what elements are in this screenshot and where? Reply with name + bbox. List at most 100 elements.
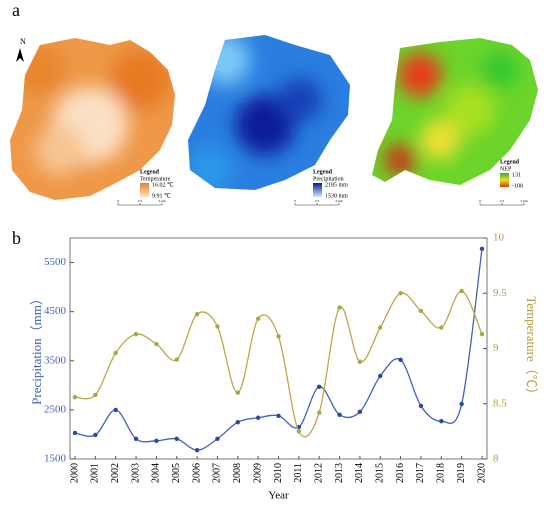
x-tick-label: 2016 (395, 463, 406, 483)
series-marker (459, 288, 464, 294)
legend-high: 131 (512, 172, 521, 178)
y-tick-label: 3500 (44, 354, 67, 366)
series-marker (317, 410, 322, 415)
x-tick-label: 2012 (313, 463, 324, 483)
series-marker (357, 359, 363, 364)
legend-title: Legend (313, 169, 333, 175)
x-tick-label: 2009 (252, 463, 263, 483)
series-marker (439, 325, 444, 330)
series-marker (194, 312, 200, 317)
series-marker (93, 392, 98, 398)
series-marker (378, 325, 383, 330)
x-tick-label: 2013 (334, 463, 345, 483)
x-tick-label: 2004 (151, 463, 162, 483)
plot-frame (69, 237, 488, 460)
scale-label: 0 (117, 199, 119, 203)
series-marker (439, 418, 444, 424)
series-marker (154, 438, 159, 444)
series-marker (235, 419, 240, 425)
series-marker (479, 331, 485, 337)
scale-label: 2.5 (315, 199, 320, 203)
series-marker (72, 430, 78, 436)
y-tick-label: 2500 (44, 403, 67, 415)
temperature-map (10, 38, 175, 200)
y-tick-label: 1500 (44, 453, 67, 465)
series-marker (337, 412, 342, 417)
x-tick-label: 2005 (171, 463, 182, 483)
series-marker (276, 413, 281, 418)
nep-map (372, 38, 538, 185)
y2-tick-label: 8 (493, 453, 499, 465)
series-marker (235, 390, 240, 395)
series-marker (357, 409, 363, 415)
scale-label: 2.5 (500, 199, 505, 203)
scale-label: 0 (479, 199, 481, 203)
x-tick-label: 2019 (456, 463, 467, 483)
scale-label: 2.5 (138, 199, 143, 203)
y2-tick-label: 8.5 (493, 397, 507, 409)
series-marker (337, 305, 342, 310)
legend-low: 1530 mm (325, 193, 348, 199)
series-marker (479, 246, 485, 252)
y2-axis-label: Temperature（℃） (524, 296, 539, 401)
scale-label: 5 km (158, 199, 165, 203)
y-tick-label: 4500 (44, 305, 67, 317)
series-marker (255, 415, 261, 420)
x-tick-label: 2006 (191, 463, 202, 483)
legend-high: 2185 mm (325, 182, 348, 188)
x-tick-label: 2017 (415, 463, 426, 483)
series-marker (194, 447, 200, 453)
x-tick-label: 2020 (476, 463, 487, 483)
legend-low: 9.91 ℃ (152, 193, 171, 199)
series-marker (317, 384, 322, 390)
series-marker (154, 341, 159, 347)
x-tick-label: 2010 (273, 463, 284, 483)
x-tick-label: 2015 (375, 463, 386, 483)
x-tick-label: 2001 (90, 463, 101, 483)
series-marker (113, 407, 118, 413)
y-tick-label: 5500 (44, 256, 67, 268)
panel-label: a (12, 0, 20, 20)
series-marker (174, 436, 179, 442)
series-marker (133, 331, 139, 337)
legend-low: -108 (512, 183, 523, 189)
series-marker (296, 429, 302, 434)
legend-title: Legend (140, 169, 160, 175)
north-label: N (20, 37, 26, 46)
series-marker (133, 436, 139, 442)
legend-title: Legend (500, 159, 520, 165)
x-tick-label: 2007 (212, 463, 223, 483)
y2-tick-label: 9 (493, 342, 499, 354)
legend-swatch (140, 183, 149, 197)
series-marker (215, 436, 220, 442)
series-marker (418, 308, 424, 314)
x-axis-label: Year (268, 490, 289, 502)
north-arrow (16, 48, 24, 62)
x-tick-label: 2011 (293, 463, 304, 483)
series-marker (215, 324, 220, 329)
scale-label: 5 km (520, 199, 527, 203)
panel-label: b (12, 228, 21, 248)
series-marker (255, 316, 261, 321)
legend-variable: Precipitation (313, 176, 344, 182)
series-marker (398, 357, 403, 362)
scale-label: 5 km (335, 199, 342, 203)
series-marker (459, 401, 464, 407)
x-tick-label: 2008 (232, 463, 243, 483)
series-marker (418, 403, 424, 409)
y2-tick-label: 10 (493, 232, 505, 244)
legend-swatch (313, 183, 322, 197)
series-marker (378, 373, 383, 379)
x-tick-label: 2000 (69, 463, 80, 483)
scale-label: 0 (294, 199, 296, 203)
legend-variable: NEP (500, 166, 512, 172)
series-line (74, 248, 483, 451)
legend-variable: Temperature (140, 176, 171, 182)
series-marker (174, 357, 179, 362)
legend-swatch (500, 173, 509, 187)
y2-tick-label: 9.5 (493, 287, 507, 299)
legend-high: 16.02 ℃ (152, 182, 174, 188)
series-marker (276, 334, 281, 339)
series-marker (72, 394, 78, 400)
x-tick-label: 2014 (354, 463, 365, 483)
